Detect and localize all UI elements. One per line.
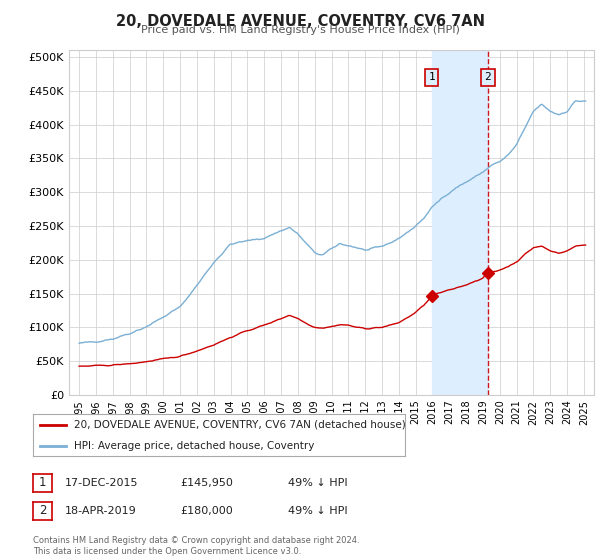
Text: HPI: Average price, detached house, Coventry: HPI: Average price, detached house, Cove… [74, 441, 314, 451]
Text: 20, DOVEDALE AVENUE, COVENTRY, CV6 7AN (detached house): 20, DOVEDALE AVENUE, COVENTRY, CV6 7AN (… [74, 420, 406, 430]
Text: 49% ↓ HPI: 49% ↓ HPI [288, 506, 347, 516]
Text: 18-APR-2019: 18-APR-2019 [65, 506, 137, 516]
Text: 2: 2 [39, 504, 46, 517]
Text: £145,950: £145,950 [180, 478, 233, 488]
Text: 17-DEC-2015: 17-DEC-2015 [65, 478, 139, 488]
Text: 49% ↓ HPI: 49% ↓ HPI [288, 478, 347, 488]
Text: 1: 1 [39, 476, 46, 489]
Bar [432, 50, 488, 395]
Text: Contains HM Land Registry data © Crown copyright and database right 2024.
This d: Contains HM Land Registry data © Crown c… [33, 536, 359, 556]
Text: £180,000: £180,000 [180, 506, 233, 516]
Text: Price paid vs. HM Land Registry's House Price Index (HPI): Price paid vs. HM Land Registry's House … [140, 25, 460, 35]
Text: 20, DOVEDALE AVENUE, COVENTRY, CV6 7AN: 20, DOVEDALE AVENUE, COVENTRY, CV6 7AN [115, 14, 485, 29]
Text: 1: 1 [428, 72, 435, 82]
Text: 2: 2 [485, 72, 491, 82]
